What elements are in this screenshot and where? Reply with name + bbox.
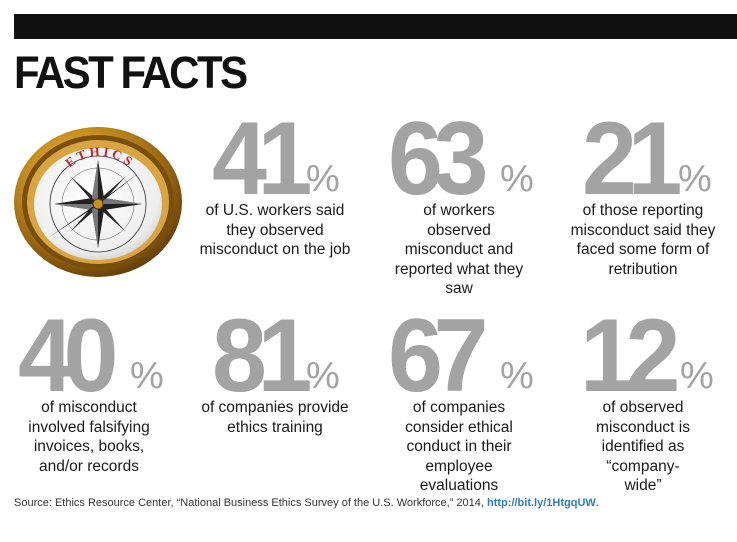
- stat-12: 12 % of observed misconduct is identifie…: [558, 304, 728, 496]
- stat-41: 41 % of U.S. workers said they observed …: [190, 107, 360, 260]
- stat-number: 81: [212, 298, 312, 414]
- source-link[interactable]: http://bit.ly/1HtgqUW: [487, 497, 596, 509]
- stat-21: 21 % of those reporting misconduct said …: [558, 107, 728, 279]
- stat-description: of workers observed misconduct and repor…: [394, 202, 524, 297]
- stat-percent: %: [500, 158, 534, 200]
- stat-number: 67: [388, 298, 488, 414]
- stat-number: 41: [212, 101, 312, 217]
- stat-percent: %: [500, 355, 534, 397]
- stat-81: 81 % of companies provide ethics trainin…: [190, 304, 360, 437]
- compass-icon: ETHICS: [14, 127, 182, 277]
- stat-63: 63 % of workers observed misconduct and …: [374, 107, 544, 299]
- stat-description: of misconduct involved falsifying invoic…: [28, 399, 150, 475]
- header-bar: [14, 14, 737, 39]
- stat-description: of those reporting misconduct said they …: [570, 202, 716, 278]
- stat-number: 12: [580, 298, 680, 414]
- source-text: Source: Ethics Resource Center, “Nationa…: [14, 497, 488, 509]
- stat-description: of companies provide ethics training: [201, 399, 349, 436]
- stat-percent: %: [306, 355, 340, 397]
- stat-percent: %: [130, 355, 164, 397]
- stat-number: 63: [388, 101, 488, 217]
- stat-description: of observed misconduct is identified as …: [596, 399, 690, 494]
- stat-number: 21: [582, 101, 682, 217]
- stat-40: 40 % of misconduct involved falsifying i…: [4, 304, 174, 476]
- page-title: FAST FACTS: [14, 46, 248, 98]
- stat-percent: %: [680, 355, 714, 397]
- stat-description: of U.S. workers said they observed misco…: [199, 202, 351, 258]
- stat-number: 40: [18, 298, 118, 414]
- stat-percent: %: [306, 158, 340, 200]
- source-end: .: [595, 497, 599, 509]
- stat-percent: %: [678, 158, 712, 200]
- stat-description: of companies consider ethical conduct in…: [405, 399, 513, 494]
- source-footnote: Source: Ethics Resource Center, “Nationa…: [14, 497, 599, 509]
- stat-67: 67 % of companies consider ethical condu…: [374, 304, 544, 496]
